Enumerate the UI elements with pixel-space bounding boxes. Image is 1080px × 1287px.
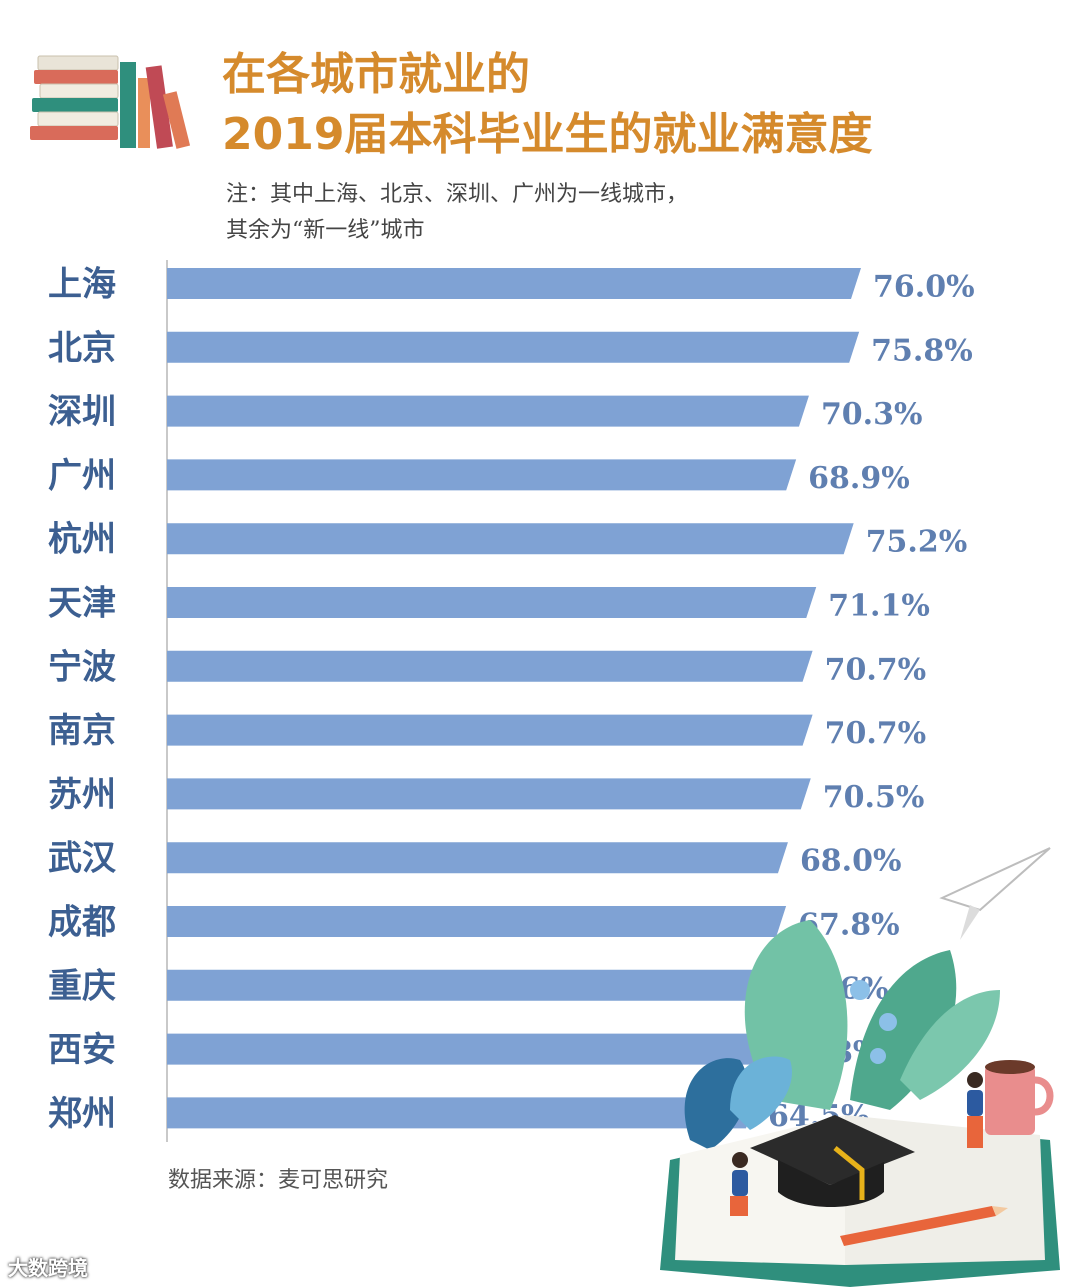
category-label-6: 宁波 — [48, 647, 116, 687]
category-label-13: 郑州 — [48, 1094, 116, 1134]
bar-5 — [167, 587, 817, 618]
category-label-11: 重庆 — [48, 966, 116, 1006]
category-label-8: 苏州 — [48, 775, 116, 815]
category-label-7: 南京 — [48, 711, 116, 751]
value-label-3: 68.9% — [808, 461, 910, 496]
value-label-8: 70.5% — [823, 780, 925, 815]
value-label-1: 75.8% — [871, 333, 973, 368]
bar-1 — [167, 331, 860, 363]
value-label-7: 70.7% — [825, 716, 927, 751]
bar-13 — [167, 1097, 756, 1129]
category-label-10: 成都 — [48, 903, 116, 943]
bar-9 — [167, 842, 788, 874]
bar-7 — [167, 714, 813, 746]
value-label-5: 71.1% — [828, 589, 930, 624]
graduation-illustration — [660, 847, 1060, 1287]
category-label-2: 深圳 — [48, 392, 116, 432]
bar-11 — [167, 969, 776, 1001]
bar-4 — [167, 523, 854, 555]
value-label-4: 75.2% — [866, 525, 968, 560]
value-label-6: 70.7% — [825, 652, 927, 687]
bar-0 — [167, 268, 861, 299]
bar-12 — [167, 1033, 768, 1065]
category-label-9: 武汉 — [48, 839, 117, 879]
data-source: 数据来源：麦可思研究 — [168, 1168, 389, 1193]
chart-note-line1: 注：其中上海、北京、深圳、广州为一线城市， — [226, 182, 689, 207]
y-axis-line — [166, 260, 168, 1142]
watermark: 大数跨境 — [8, 1256, 88, 1280]
category-label-3: 广州 — [48, 456, 116, 496]
bar-6 — [167, 650, 813, 682]
chart-title-line2: 2019届本科毕业生的就业满意度 — [222, 109, 873, 160]
chart-note-line2: 其余为“新一线”城市 — [226, 218, 425, 243]
bar-10 — [167, 906, 787, 937]
category-label-5: 天津 — [48, 584, 116, 624]
category-label-12: 西安 — [48, 1030, 116, 1070]
bar-8 — [167, 778, 811, 810]
bar-2 — [167, 395, 809, 427]
bar-3 — [167, 459, 797, 491]
value-label-2: 70.3% — [821, 397, 923, 432]
chart-title-line1: 在各城市就业的 — [222, 49, 530, 100]
value-label-0: 76.0% — [873, 270, 975, 305]
category-label-0: 上海 — [48, 265, 116, 305]
category-label-4: 杭州 — [48, 520, 116, 560]
books-illustration — [30, 55, 191, 149]
value-label-9: 68.0% — [800, 844, 902, 879]
category-label-1: 北京 — [48, 328, 116, 368]
